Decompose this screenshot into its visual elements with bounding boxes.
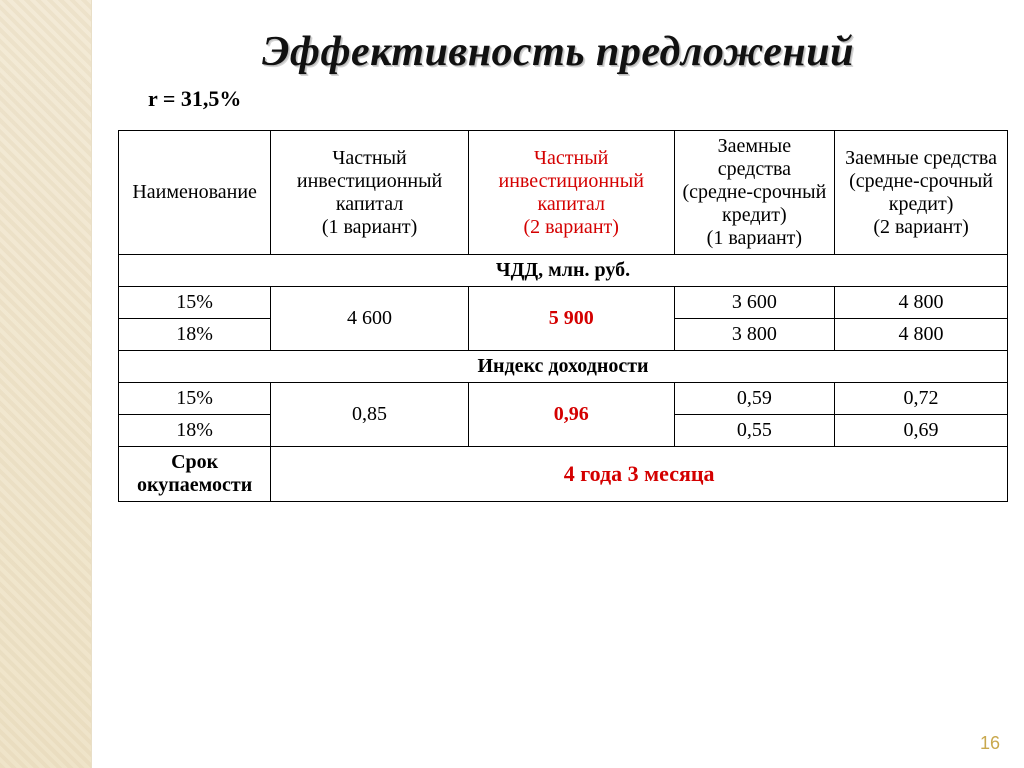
page-title: Эффективность предложений [114,28,1002,76]
table-header-row: Наименование Частный инвестиционный капи… [119,131,1008,255]
col-header-name: Наименование [119,131,271,255]
rate-subtitle: r = 31,5% [148,86,1002,112]
table-row: 15% 0,85 0,96 0,59 0,72 [119,383,1008,415]
npv-private-1: 4 600 [271,287,469,351]
col-header-loan-1: Заемные средства (средне-срочный кредит)… [674,131,835,255]
npv-loan-1-18: 3 800 [674,319,835,351]
pi-loan-2-18: 0,69 [835,415,1008,447]
pi-loan-1-18: 0,55 [674,415,835,447]
pi-private-2: 0,96 [468,383,674,447]
slide-content: Эффективность предложений r = 31,5% Наим… [92,0,1024,768]
pi-loan-1-15: 0,59 [674,383,835,415]
table-row: 15% 4 600 5 900 3 600 4 800 [119,287,1008,319]
npv-loan-1-15: 3 600 [674,287,835,319]
row-label: 15% [119,287,271,319]
col-header-private-1: Частный инвестиционный капитал(1 вариант… [271,131,469,255]
row-label: 18% [119,319,271,351]
npv-loan-2-15: 4 800 [835,287,1008,319]
section-pi: Индекс доходности [119,351,1008,383]
npv-private-2: 5 900 [468,287,674,351]
row-label: 18% [119,415,271,447]
effectiveness-table: Наименование Частный инвестиционный капи… [118,130,1008,502]
section-npv-heading: ЧДД, млн. руб. [119,255,1008,287]
pi-private-1: 0,85 [271,383,469,447]
page-number: 16 [980,733,1000,754]
pi-loan-2-15: 0,72 [835,383,1008,415]
npv-loan-2-18: 4 800 [835,319,1008,351]
section-pi-heading: Индекс доходности [119,351,1008,383]
col-header-loan-2: Заемные средства (средне-срочный кредит)… [835,131,1008,255]
col-header-private-2: Частный инвестиционный капитал(2 вариант… [468,131,674,255]
section-npv: ЧДД, млн. руб. [119,255,1008,287]
payback-row: Срок окупаемости 4 года 3 месяца [119,447,1008,502]
payback-label: Срок окупаемости [119,447,271,502]
payback-value: 4 года 3 месяца [271,447,1008,502]
row-label: 15% [119,383,271,415]
decorative-sidebar [0,0,92,768]
